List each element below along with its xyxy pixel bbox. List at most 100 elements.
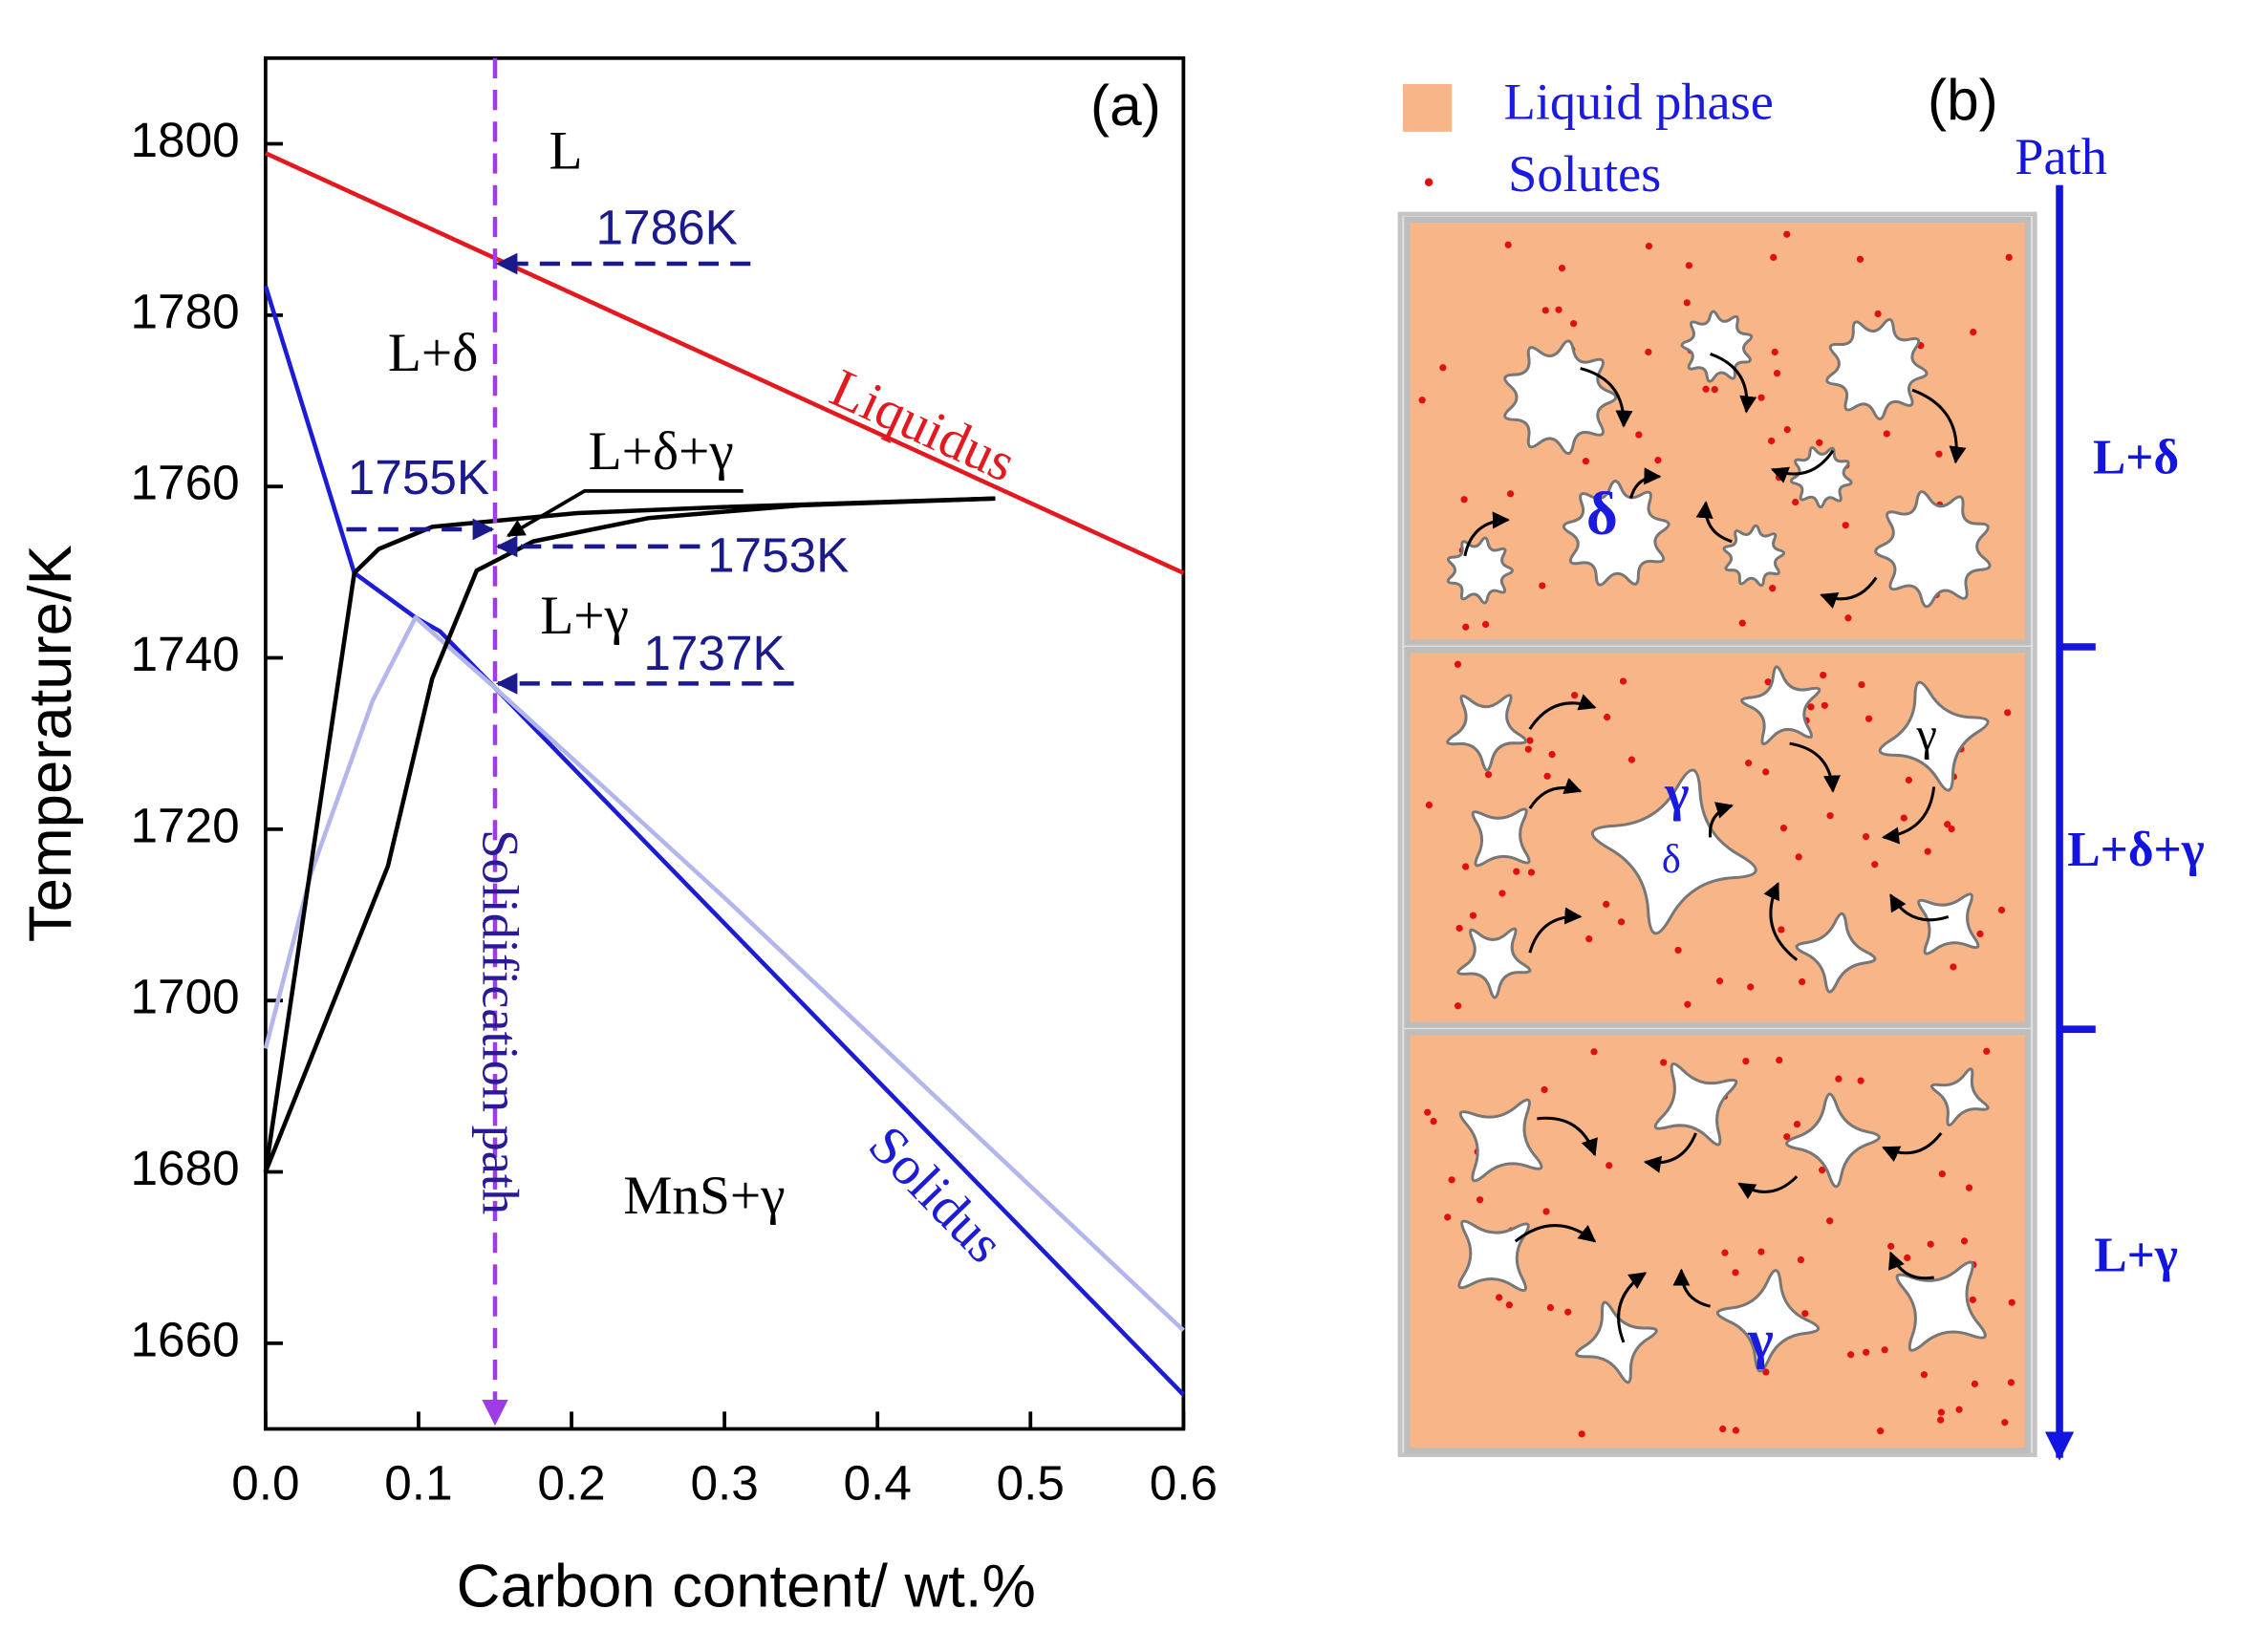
legend-swatch bbox=[1402, 84, 1453, 132]
solute-dot bbox=[1684, 1000, 1692, 1008]
grain bbox=[1930, 1067, 1990, 1127]
flow-arrow bbox=[1889, 893, 1950, 922]
solute-dot bbox=[1792, 498, 1800, 506]
phase-label: γ bbox=[1664, 764, 1689, 822]
grain bbox=[1785, 1092, 1881, 1189]
grain bbox=[1457, 1219, 1530, 1293]
solute-dot bbox=[1997, 906, 2006, 914]
grain bbox=[1722, 524, 1786, 588]
solute-dot bbox=[1757, 1248, 1765, 1255]
solute-dot bbox=[1844, 614, 1852, 622]
solute-dot bbox=[1715, 977, 1724, 985]
stage-label: L+δ bbox=[2093, 430, 2179, 484]
region-label: L+δ bbox=[388, 323, 478, 383]
solute-dot bbox=[1969, 1296, 1976, 1303]
panel-label: (b) bbox=[1928, 67, 1998, 132]
solute-dot bbox=[2004, 709, 2012, 717]
path-label: Solidification path bbox=[472, 829, 529, 1214]
solute-dot bbox=[1460, 496, 1468, 504]
solute-dot bbox=[1778, 926, 1785, 933]
flow-arrow bbox=[1643, 1132, 1697, 1173]
flow-arrow bbox=[1580, 367, 1633, 428]
solute-dot bbox=[1603, 900, 1610, 909]
flow-arrow bbox=[1737, 1175, 1799, 1200]
solute-dot bbox=[1905, 776, 1913, 784]
flow-arrow bbox=[1672, 1268, 1711, 1308]
grain bbox=[1825, 317, 1929, 420]
solute-dot bbox=[1920, 1371, 1929, 1379]
solute-dot bbox=[1801, 1310, 1809, 1318]
solute-dot bbox=[1747, 983, 1755, 991]
solute-dot bbox=[1783, 230, 1791, 238]
solute-dot bbox=[1582, 458, 1590, 465]
stage-label: L+δ+γ bbox=[2067, 823, 2204, 877]
solute-dot bbox=[1683, 299, 1691, 307]
legend-dot bbox=[1424, 178, 1433, 186]
solute-dot bbox=[1484, 771, 1493, 779]
solute-dot bbox=[1948, 825, 1955, 833]
flow-arrow bbox=[1629, 467, 1662, 499]
stage-label: L+γ bbox=[2094, 1229, 2178, 1283]
solute-dot bbox=[1793, 1120, 1801, 1128]
flow-arrow bbox=[1710, 353, 1757, 414]
solute-dot bbox=[1883, 430, 1890, 438]
y-tick-label: 1660 bbox=[131, 1312, 240, 1366]
y-tick-label: 1700 bbox=[131, 970, 240, 1024]
flow-arrow bbox=[1820, 576, 1878, 609]
flow-arrow bbox=[1695, 501, 1733, 544]
solute-dot bbox=[1469, 912, 1477, 919]
flow-arrow bbox=[1882, 1132, 1943, 1163]
solute-dot bbox=[1506, 490, 1515, 498]
solute-dot bbox=[2008, 1298, 2015, 1306]
solute-dot bbox=[1430, 1117, 1437, 1126]
solute-dot bbox=[1635, 431, 1643, 439]
grain bbox=[1471, 807, 1531, 868]
solute-dot bbox=[1835, 1075, 1843, 1083]
solute-dot bbox=[1585, 935, 1593, 943]
flow-arrow bbox=[1709, 802, 1734, 838]
flow-arrow bbox=[1882, 786, 1936, 845]
solute-dot bbox=[1721, 1249, 1729, 1256]
solute-dot bbox=[1504, 241, 1512, 248]
solute-dot bbox=[1498, 890, 1506, 897]
region-label: MnS+γ bbox=[623, 1166, 785, 1226]
solute-dot bbox=[1881, 1346, 1888, 1354]
grain bbox=[1874, 490, 1992, 609]
grain bbox=[1458, 1098, 1543, 1183]
solute-dot bbox=[1543, 772, 1551, 780]
solute-dot bbox=[1546, 1303, 1555, 1312]
solute-dot bbox=[1821, 701, 1828, 709]
solute-dot bbox=[1799, 977, 1806, 986]
solute-dot bbox=[1527, 869, 1536, 876]
flow-arrow bbox=[1770, 449, 1835, 483]
x-tick-label: 0.0 bbox=[231, 1456, 299, 1511]
grain bbox=[1456, 927, 1532, 999]
solute-dot bbox=[1762, 768, 1770, 776]
grain bbox=[1503, 339, 1618, 456]
phase-label: γ bbox=[1915, 710, 1936, 761]
x-tick-label: 0.4 bbox=[844, 1456, 912, 1511]
y-tick-label: 1780 bbox=[131, 284, 240, 338]
flow-arrow bbox=[1463, 511, 1510, 557]
solute-dot bbox=[1960, 1237, 1969, 1245]
solute-dot bbox=[1455, 924, 1463, 933]
solute-dot bbox=[1775, 474, 1783, 482]
panel-label: (a) bbox=[1090, 73, 1161, 138]
temperature-label: 1786K bbox=[596, 201, 738, 255]
solute-dot bbox=[2007, 1379, 2015, 1386]
grain bbox=[1740, 665, 1821, 746]
y-tick-label: 1760 bbox=[131, 456, 240, 510]
flow-arrow bbox=[1528, 907, 1583, 954]
panel-b: Liquid phaseSolutes(b)δγδγγPathL+δL+δ+γL… bbox=[1397, 67, 2205, 1461]
solute-dot bbox=[1820, 671, 1827, 679]
solute-dot bbox=[1776, 1056, 1783, 1064]
solute-dot bbox=[1976, 930, 1984, 938]
solute-dot bbox=[1541, 307, 1549, 314]
solute-dot bbox=[1857, 1077, 1864, 1084]
solute-dot bbox=[1732, 1427, 1740, 1434]
region-label: L+γ bbox=[540, 586, 629, 646]
solute-dot bbox=[1505, 1301, 1513, 1309]
solute-dot bbox=[1444, 1213, 1452, 1221]
solute-dot bbox=[1877, 1427, 1885, 1435]
